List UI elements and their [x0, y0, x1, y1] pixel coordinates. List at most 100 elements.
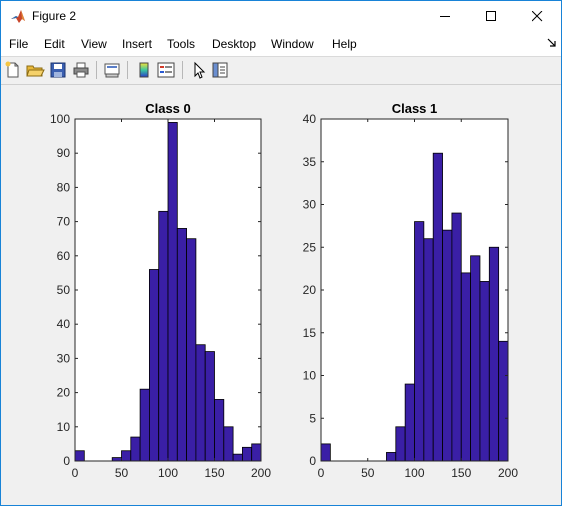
window-title: Figure 2: [32, 9, 77, 23]
y-tick-label: 20: [303, 283, 317, 297]
property-inspector-button[interactable]: [210, 60, 230, 80]
x-tick-label: 150: [204, 466, 224, 480]
minimize-button[interactable]: [422, 1, 468, 32]
histogram-bar: [241, 446, 253, 462]
x-tick-label: 150: [451, 466, 471, 480]
y-tick-label: 60: [57, 249, 71, 263]
histogram-bar: [195, 344, 206, 462]
axes-title: Class 1: [392, 101, 438, 116]
menu-window[interactable]: Window: [271, 37, 314, 51]
y-tick-label: 70: [57, 215, 71, 229]
histogram-bar: [251, 443, 262, 462]
y-tick-label: 0: [309, 454, 316, 468]
axes-title: Class 0: [145, 101, 191, 116]
maximize-button[interactable]: [468, 1, 514, 32]
y-tick-label: 30: [303, 198, 317, 212]
property-inspector-icon: [212, 62, 228, 78]
y-tick-label: 0: [63, 454, 70, 468]
print-button[interactable]: [71, 60, 91, 80]
histogram-bar: [386, 452, 397, 462]
toolbar-separator: [182, 61, 183, 79]
histogram-bar: [414, 221, 425, 462]
save-button[interactable]: [48, 60, 68, 80]
menu-view[interactable]: View: [81, 37, 107, 51]
y-tick-label: 5: [309, 411, 316, 425]
toolbar-separator: [96, 61, 97, 79]
x-tick-label: 50: [115, 466, 129, 480]
axes-class-0[interactable]: 0 10 20 30 40 50 60 70 80 90 100 0 50 100 150 200 Class …: [50, 101, 271, 480]
insert-colorbar-button[interactable]: [134, 60, 154, 80]
histogram-bar: [451, 212, 462, 462]
histogram-bar: [121, 450, 132, 462]
menu-help[interactable]: Help: [332, 37, 357, 51]
menu-file[interactable]: File: [9, 37, 29, 51]
open-file-icon: [26, 65, 45, 77]
histogram-bar: [130, 436, 141, 462]
y-tick-label: 80: [57, 180, 71, 194]
toolbar-separator: [127, 61, 128, 79]
histogram-bar: [442, 229, 453, 462]
histogram-bar: [320, 443, 331, 462]
axes-class-1[interactable]: 0 5 10 15 20 25 30 35 40 0 50 100 150 200 Class 1: [303, 101, 519, 480]
y-tick-label: 50: [57, 283, 71, 297]
menu-tools[interactable]: Tools: [167, 37, 196, 51]
histogram-bar: [470, 255, 481, 462]
histogram-bar: [111, 457, 122, 462]
x-tick-label: 0: [72, 466, 79, 480]
x-tick-label: 200: [251, 466, 271, 480]
histogram-bar: [148, 269, 160, 462]
new-figure-icon: [5, 61, 19, 78]
x-tick-label: 100: [404, 466, 424, 480]
y-tick-label: 100: [50, 112, 70, 126]
title-bar[interactable]: Figure 2: [1, 1, 561, 32]
histogram-bar: [404, 383, 415, 462]
histogram-bar: [139, 388, 150, 462]
menu-edit[interactable]: Edit: [44, 37, 65, 51]
histogram-bar: [488, 246, 500, 462]
new-figure-button[interactable]: [3, 60, 23, 80]
y-tick-label: 35: [303, 155, 317, 169]
y-tick-label: 15: [303, 326, 317, 340]
matlab-logo-icon: [11, 10, 25, 23]
insert-colorbar-icon: [139, 62, 149, 78]
menu-desktop[interactable]: Desktop: [212, 37, 257, 51]
x-tick-label: 100: [158, 466, 178, 480]
histogram-bar: [395, 426, 406, 462]
histogram-bar: [232, 453, 243, 462]
insert-legend-icon: [157, 62, 175, 78]
close-icon: [532, 11, 543, 22]
edit-plot-button[interactable]: [189, 60, 209, 80]
y-tick-label: 10: [57, 420, 71, 434]
toolbar: [1, 57, 561, 85]
y-tick-label: 30: [57, 351, 71, 365]
open-file-button[interactable]: [25, 60, 45, 80]
y-tick-label: 25: [303, 240, 317, 254]
menu-insert[interactable]: Insert: [122, 37, 153, 51]
insert-legend-button[interactable]: [156, 60, 176, 80]
histogram-bar: [204, 351, 215, 462]
edit-plot-cursor-icon: [194, 61, 206, 79]
close-button[interactable]: [514, 1, 560, 32]
histogram-bar: [167, 122, 178, 462]
y-tick-label: 20: [57, 386, 71, 400]
y-tick-label: 90: [57, 146, 71, 160]
x-tick-label: 0: [318, 466, 325, 480]
maximize-icon: [486, 11, 496, 21]
histogram-bar: [186, 238, 197, 462]
histogram-bar: [479, 281, 490, 462]
histogram-bar: [432, 152, 443, 462]
x-tick-label: 200: [498, 466, 518, 480]
menu-bar: File Edit View Insert Tools Desktop Wind…: [1, 32, 561, 57]
y-tick-label: 40: [57, 317, 71, 331]
dock-arrow-icon[interactable]: [547, 38, 557, 48]
histogram-bar: [214, 399, 225, 462]
histogram-bar: [176, 228, 188, 462]
figure-canvas: 0 10 20 30 40 50 60 70 80 90 100 0 50 100 150 200 Class …: [1, 85, 561, 505]
link-plot-button[interactable]: [102, 60, 122, 80]
y-tick-label: 10: [303, 369, 317, 383]
save-icon: [50, 62, 66, 78]
y-tick-label: 40: [303, 112, 317, 126]
histogram-bar: [498, 340, 509, 462]
